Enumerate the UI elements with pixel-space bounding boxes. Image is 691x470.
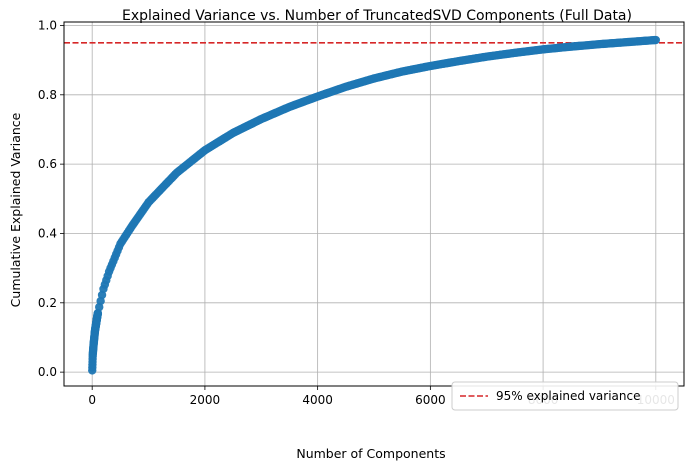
x-tick-label: 6000 — [415, 393, 446, 407]
y-axis-ticks: 0.0 0.2 0.4 0.6 0.8 1.0 — [38, 18, 64, 379]
x-axis-label: Number of Components — [296, 446, 445, 461]
plot-frame — [63, 21, 685, 387]
x-tick-label: 4000 — [302, 393, 333, 407]
data-points — [88, 35, 661, 375]
y-tick-label: 0.6 — [38, 157, 57, 171]
y-tick-label: 0.4 — [38, 226, 57, 240]
legend-box — [451, 381, 679, 411]
y-tick-label: 1.0 — [38, 18, 57, 32]
x-tick-label: 0 — [88, 393, 96, 407]
grid — [64, 22, 684, 386]
y-axis-label: Cumulative Explained Variance — [8, 112, 23, 307]
legend: 95% explained variance — [451, 381, 679, 411]
y-tick-label: 0.8 — [38, 88, 57, 102]
data-point — [651, 35, 661, 45]
legend-label-reference-line: 95% explained variance — [496, 389, 640, 403]
y-tick-label: 0.2 — [38, 296, 57, 310]
y-tick-label: 0.0 — [38, 365, 57, 379]
x-tick-label: 2000 — [190, 393, 221, 407]
chart-title: Explained Variance vs. Number of Truncat… — [122, 8, 632, 24]
